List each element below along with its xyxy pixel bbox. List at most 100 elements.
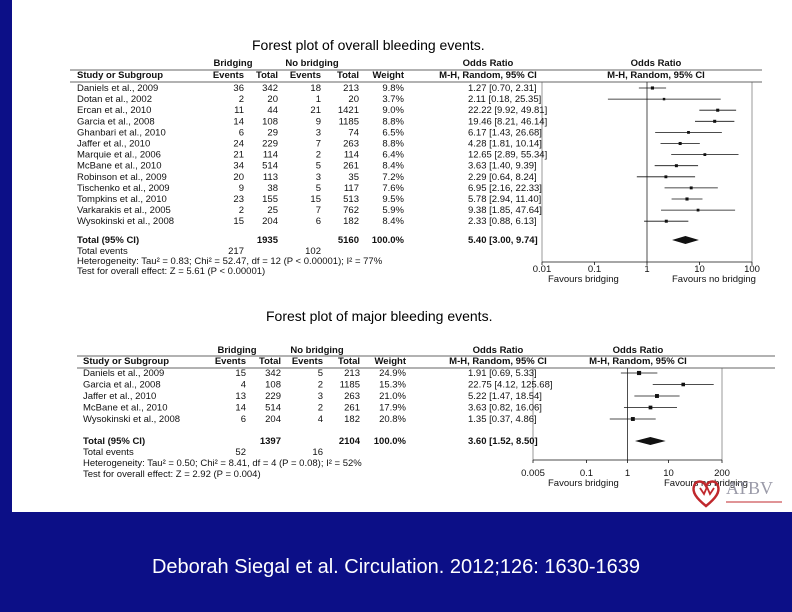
plot2-row-weight: 15.3% <box>379 380 406 391</box>
plot1-x-tick-label: 100 <box>744 264 760 275</box>
plot2-row-study: Daniels et al., 2009 <box>83 368 164 379</box>
plot1-row-bridging-events: 21 <box>233 150 244 161</box>
plot2-row-nobridging-total: 263 <box>344 391 360 402</box>
plot1-row-bridging-events: 36 <box>233 83 244 94</box>
plot1-row-weight: 3.7% <box>382 94 404 105</box>
plot1-point-estimate <box>716 108 720 112</box>
plot2-total-weight: 100.0% <box>374 436 407 447</box>
plot1-row-nobridging-events: 18 <box>310 83 321 94</box>
plot1-row-study: Jaffer et al., 2010 <box>77 139 150 150</box>
plot1-row-or-text: 6.17 [1.43, 26.68] <box>468 127 542 138</box>
plot2-col-weight: Weight <box>375 356 407 367</box>
plot1-row-weight: 5.9% <box>382 205 404 216</box>
plot1-point-estimate <box>662 97 666 101</box>
plot1-row-nobridging-total: 20 <box>348 94 359 105</box>
plot1-row-study: Wysokinski et al., 2008 <box>77 216 174 227</box>
plot1-point-estimate <box>650 86 655 90</box>
plot1-row-study: Daniels et al., 2009 <box>77 83 158 94</box>
plot1-row-nobridging-events: 15 <box>310 194 321 205</box>
plot1-total-nobridging: 5160 <box>338 235 359 246</box>
plot2-row-nobridging-events: 3 <box>318 391 323 402</box>
plot1-row-weight: 7.2% <box>382 172 404 183</box>
plot2-col-study: Study or Subgroup <box>83 356 169 367</box>
plot1-heterogeneity: Heterogeneity: Tau² = 0.83; Chi² = 52.47… <box>77 256 383 267</box>
plot1-row-nobridging-total: 263 <box>343 139 359 150</box>
plot1-row-study: Ghanbari et al., 2010 <box>77 127 166 138</box>
plot1-col-ci-plot: M-H, Random, 95% CI <box>607 70 705 81</box>
plot2-row-study: Wysokinski et al., 2008 <box>83 414 180 425</box>
plot1-header-no-bridging: No bridging <box>285 58 338 69</box>
footer-band <box>0 512 792 612</box>
plot1-row-bridging-total: 108 <box>262 116 278 127</box>
citation-text: Deborah Siegal et al. Circulation. 2012;… <box>151 556 641 578</box>
plot1-row-bridging-events: 23 <box>233 194 244 205</box>
plot1-row-weight: 9.5% <box>382 194 404 205</box>
plot1-row-nobridging-total: 182 <box>343 216 359 227</box>
plot2-point-estimate <box>630 417 635 421</box>
plot2-row-bridging-events: 14 <box>235 403 246 414</box>
plot1-row-or-text: 5.78 [2.94, 11.40] <box>468 194 541 205</box>
plot1-row-weight: 8.8% <box>382 139 404 150</box>
plot1-favours-bridging: Favours bridging <box>548 274 619 285</box>
plot2-row-bridging-total: 108 <box>265 380 281 391</box>
plot2-col-ci-plot: M-H, Random, 95% CI <box>589 356 687 367</box>
plot2-point-estimate <box>648 405 653 410</box>
plot1-total-weight: 100.0% <box>372 235 405 246</box>
plot2-row-nobridging-events: 4 <box>318 414 323 425</box>
plot2-row-weight: 24.9% <box>379 368 406 379</box>
plot2-row-or-text: 5.22 [1.47, 18.54] <box>468 391 542 402</box>
plot2-row-bridging-total: 204 <box>265 414 281 425</box>
plot2-row-or-text: 3.63 [0.82, 16.06] <box>468 403 542 414</box>
plot1-point-estimate <box>687 130 690 134</box>
plot2-point-estimate <box>681 382 686 387</box>
plot2-row-nobridging-total: 1185 <box>340 380 360 391</box>
plot2-total-diamond <box>634 437 666 445</box>
plot1-col-weight: Weight <box>373 70 405 81</box>
plot2-total-events-label: Total events <box>83 447 134 458</box>
plot1-row-bridging-total: 29 <box>267 127 278 138</box>
plot1-row-or-text: 3.63 [1.40, 9.39] <box>468 161 537 172</box>
plot1-row-bridging-events: 14 <box>233 116 244 127</box>
plot1-row-bridging-events: 24 <box>233 139 244 150</box>
plot1-row-nobridging-events: 7 <box>316 205 321 216</box>
plot1-row-bridging-total: 514 <box>262 161 278 172</box>
plot2-favours-bridging: Favours bridging <box>548 478 619 489</box>
plot2-point-estimate <box>655 394 659 398</box>
plot2-row-nobridging-events: 2 <box>318 380 323 391</box>
plot1-x-tick-label: 0.01 <box>533 264 552 275</box>
plot1-col-bridging-total: Total <box>256 70 278 81</box>
plot1-row-study: Robinson et al., 2009 <box>77 172 167 183</box>
plot2-row-weight: 17.9% <box>379 403 406 414</box>
plot1-col-study: Study or Subgroup <box>77 70 163 81</box>
plot1-favours-no-bridging: Favours no bridging <box>672 274 756 285</box>
plot2-row-bridging-total: 229 <box>265 391 281 402</box>
plot1-row-weight: 8.4% <box>382 161 404 172</box>
plot1-row-study: Tischenko et al., 2009 <box>77 183 170 194</box>
plot1-col-nobridging-events: Events <box>290 70 321 81</box>
plot1-row-nobridging-events: 9 <box>316 116 321 127</box>
plot1-row-bridging-total: 113 <box>263 172 278 183</box>
plot1-row-or-text: 12.65 [2.89, 55.34] <box>468 150 547 161</box>
plot2-total-or-text: 3.60 [1.52, 8.50] <box>468 436 538 447</box>
plot2-x-tick-label: 0.005 <box>521 468 545 479</box>
plot1-row-nobridging-total: 35 <box>348 172 359 183</box>
plot1-overall-effect: Test for overall effect: Z = 5.61 (P < 0… <box>77 266 265 277</box>
plot1-row-bridging-total: 155 <box>262 194 278 205</box>
plot2-x-tick-label: 200 <box>714 468 730 479</box>
plot1-point-estimate <box>703 153 707 156</box>
plot1-row-bridging-events: 11 <box>234 105 244 116</box>
plot2-col-nobridging-events: Events <box>292 356 323 367</box>
plot1-row-nobridging-events: 6 <box>316 216 321 227</box>
plot1-row-weight: 9.8% <box>382 83 404 94</box>
plot1-row-bridging-events: 34 <box>233 161 244 172</box>
forest-plot-1-title: Forest plot of overall bleeding events. <box>252 37 485 53</box>
plot1-row-bridging-events: 9 <box>239 183 244 194</box>
plot2-total-events-bridging: 52 <box>235 447 246 458</box>
atbv-logo: ATBV <box>692 478 782 508</box>
plot1-total-bridging: 1935 <box>257 235 279 246</box>
plot1-row-bridging-total: 114 <box>263 150 278 161</box>
plot1-row-or-text: 2.29 [0.64, 8.24] <box>468 172 537 183</box>
plot1-total-diamond <box>672 236 699 244</box>
plot2-row-bridging-events: 4 <box>241 380 246 391</box>
